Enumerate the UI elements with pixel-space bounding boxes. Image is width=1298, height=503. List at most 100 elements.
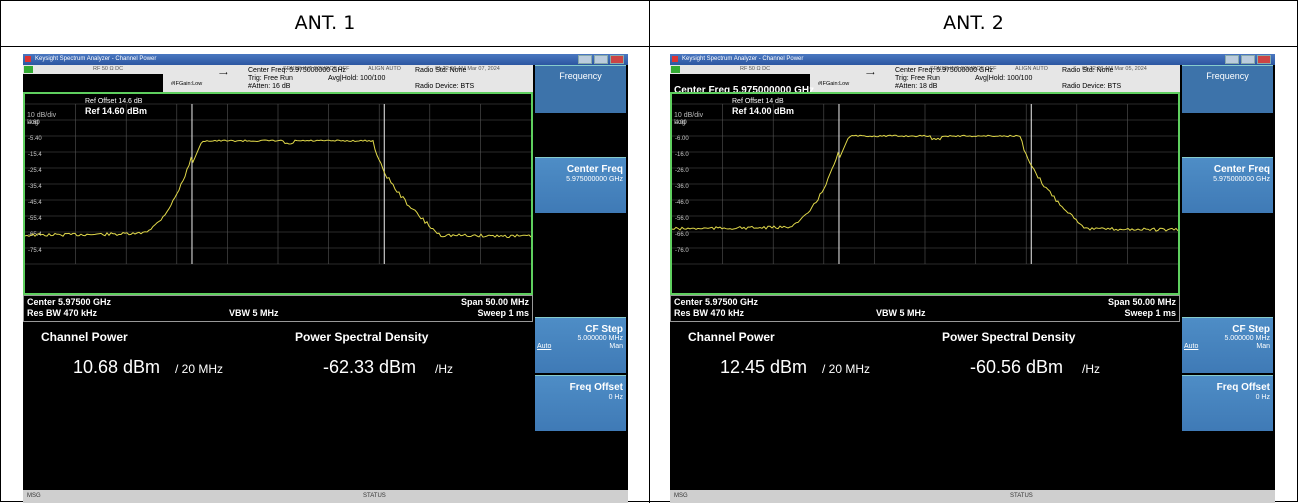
radio-device: Radio Device: BTS — [415, 83, 475, 90]
center-freq-softkey[interactable]: Center Freq 5.975000000 GHz — [535, 157, 626, 213]
window-title: Keysight Spectrum Analyzer - Channel Pow… — [35, 56, 157, 62]
y-tick-label: -36.0 — [675, 184, 689, 190]
y-tick-label: -75.4 — [28, 248, 42, 254]
close-icon[interactable] — [610, 55, 624, 64]
cf-step-value: 5.000000 MHz — [1224, 335, 1270, 342]
softkey-panel: Frequency Center Freq 5.975000000 GHz CF… — [1180, 65, 1275, 503]
menu-title: Frequency — [559, 71, 602, 81]
msg-label: MSG — [27, 493, 41, 499]
freq-offset-label: Freq Offset — [1216, 382, 1270, 393]
sweep-settings-footer: Center 5.97500 GHz Res BW 470 kHz VBW 5 … — [670, 295, 1180, 322]
y-tick-label: -5.40 — [28, 136, 42, 142]
column-divider — [649, 1, 650, 503]
sense-status: SENSE:INT SOURCE OFF — [283, 66, 350, 72]
center-freq-softkey-label: Center Freq — [566, 164, 623, 175]
timestamp: 01:12:23 AM Mar 05, 2024 — [1082, 66, 1147, 72]
measurement-results: Channel Power Power Spectral Density 10.… — [23, 322, 533, 490]
window-controls — [1225, 55, 1273, 64]
trigger-setting: Trig: Free Run — [248, 75, 293, 82]
input-settings: RF 50 Ω DC — [93, 66, 124, 72]
y-tick-label: -55.4 — [28, 216, 42, 222]
res-bw-label: Res BW 470 kHz — [674, 308, 745, 318]
channel-power-label: Channel Power — [41, 330, 128, 344]
close-icon[interactable] — [1257, 55, 1271, 64]
y-tick-label: 4.00 — [675, 120, 687, 126]
psd-value: -62.33 dBm — [323, 357, 417, 377]
y-tick-label: -45.4 — [28, 200, 42, 206]
center-freq-softkey-value: 5.975000000 GHz — [1213, 176, 1270, 183]
status-led-icon — [671, 66, 680, 73]
spectrum-analyzer-screenshot-ant-2: Keysight Spectrum Analyzer - Channel Pow… — [670, 54, 1275, 503]
center-freq-setting: Center Freq: 5.975000000 GHz — [895, 67, 994, 74]
trigger-setting: Trig: Free Run — [895, 75, 940, 82]
header-ant-1: ANT. 1 — [294, 12, 356, 34]
cf-step-softkey[interactable]: CF Step 5.000000 MHz Auto Man — [535, 317, 626, 373]
y-tick-label: -46.0 — [675, 200, 689, 206]
ifgain-label: #IFGain:Low — [171, 81, 203, 87]
status-label: STATUS — [1010, 493, 1033, 499]
status-bar: MSG STATUS — [23, 490, 628, 503]
center-freq-softkey[interactable]: Center Freq 5.975000000 GHz — [1182, 157, 1273, 213]
cf-step-auto[interactable]: Auto — [537, 343, 552, 350]
cf-step-man[interactable]: Man — [1256, 343, 1270, 350]
arrow-icon: ⟶ — [219, 71, 228, 77]
center-freq-softkey-value: 5.975000000 GHz — [566, 176, 623, 183]
channel-power-label: Channel Power — [688, 330, 775, 344]
arrow-icon: ⟶ — [866, 71, 875, 77]
span-label: Span 50.00 MHz — [460, 297, 529, 307]
y-tick-label: -26.0 — [675, 168, 689, 174]
header-ant-2: ANT. 2 — [943, 12, 1004, 34]
maximize-icon[interactable] — [1241, 55, 1255, 64]
input-settings: RF 50 Ω DC — [740, 66, 771, 72]
cf-step-value: 5.000000 MHz — [577, 335, 623, 342]
y-tick-label: -56.0 — [675, 216, 689, 222]
nfe-label: NFE — [118, 79, 130, 85]
align-status: ALIGN AUTO — [1015, 66, 1048, 72]
minimize-icon[interactable] — [578, 55, 592, 64]
channel-power-value: 10.68 dBm — [73, 357, 161, 377]
sweep-label: Sweep 1 ms — [1124, 308, 1176, 318]
softkey-menu-title: Frequency — [1182, 65, 1273, 113]
maximize-icon[interactable] — [594, 55, 608, 64]
center-freq-display — [23, 74, 163, 92]
y-tick-label: 4.60 — [28, 120, 40, 126]
freq-offset-label: Freq Offset — [569, 382, 623, 393]
cf-step-auto[interactable]: Auto — [1184, 343, 1199, 350]
log-label: Log — [674, 119, 686, 126]
spectrum-plot: 4.00 -6.00 -16.0 -26.0 -36.0 -46.0 -56.0 -66.0 -… — [672, 103, 1178, 265]
minimize-icon[interactable] — [1225, 55, 1239, 64]
psd-value: -60.56 dBm — [970, 357, 1064, 377]
center-label: Center 5.97500 GHz — [27, 297, 112, 307]
y-tick-label: -66.0 — [675, 232, 689, 238]
status-bar: MSG STATUS — [670, 490, 1275, 503]
align-status: ALIGN AUTO — [368, 66, 401, 72]
msg-label: MSG — [674, 493, 688, 499]
center-freq-display: Center Freq 5.975000000 GHz — [670, 74, 814, 96]
app-icon — [25, 56, 31, 62]
channel-power-unit: / 20 MHz — [175, 362, 224, 376]
y-tick-label: -76.0 — [675, 248, 689, 254]
sense-status: SENSE:INT SOURCE OFF — [930, 66, 997, 72]
window-titlebar: Keysight Spectrum Analyzer - Channel Pow… — [670, 54, 1275, 65]
vbw-label: VBW 5 MHz — [876, 308, 926, 318]
cf-step-man[interactable]: Man — [609, 343, 623, 350]
spectrum-analyzer-screenshot-ant-1: Keysight Spectrum Analyzer - Channel Pow… — [23, 54, 628, 503]
measurement-results: Channel Power Power Spectral Density 12.… — [670, 322, 1180, 490]
timestamp: 01:22:59 AM Mar 07, 2024 — [435, 66, 500, 72]
ref-offset: Ref Offset 14.6 dB — [85, 98, 143, 105]
span-label: Span 50.00 MHz — [1107, 297, 1176, 307]
spectrum-trace — [672, 134, 1178, 232]
y-tick-label: -16.0 — [675, 152, 689, 158]
avg-hold-setting: Avg|Hold: 100/100 — [975, 75, 1033, 82]
window-title: Keysight Spectrum Analyzer - Channel Pow… — [682, 56, 804, 62]
channel-power-value: 12.45 dBm — [720, 357, 808, 377]
freq-offset-softkey[interactable]: Freq Offset 0 Hz — [535, 375, 626, 431]
log-label: Log — [27, 119, 39, 126]
scale-label: 10 dB/div — [674, 112, 704, 119]
freq-offset-softkey[interactable]: Freq Offset 0 Hz — [1182, 375, 1273, 431]
cf-step-softkey[interactable]: CF Step 5.000000 MHz Auto Man — [1182, 317, 1273, 373]
psd-unit: /Hz — [1082, 362, 1100, 376]
avg-hold-setting: Avg|Hold: 100/100 — [328, 75, 386, 82]
y-tick-label: -15.4 — [28, 152, 42, 158]
